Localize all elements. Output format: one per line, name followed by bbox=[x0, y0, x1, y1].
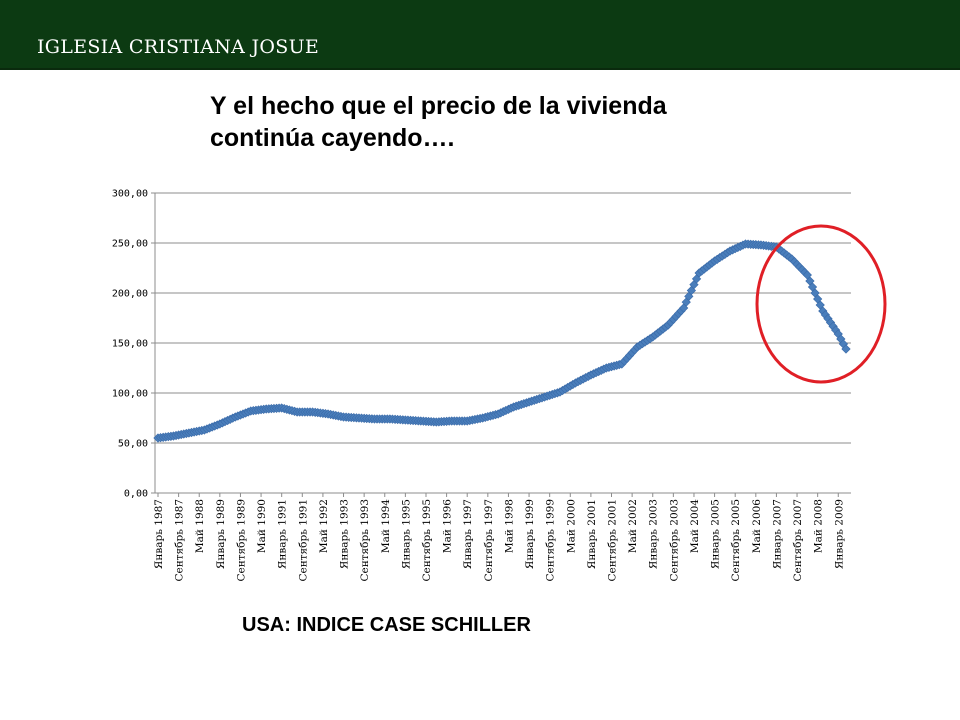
series-markers bbox=[153, 239, 851, 443]
x-tick-label: Январь 1999 bbox=[524, 499, 536, 569]
data-point bbox=[684, 291, 694, 301]
x-tick-label: Январь 1995 bbox=[400, 499, 412, 569]
header-title: IGLESIA CRISTIANA JOSUE bbox=[37, 36, 320, 58]
x-tick-label: Май 1994 bbox=[380, 499, 392, 553]
x-tick-label: Сентябрь 1993 bbox=[359, 499, 371, 582]
data-point bbox=[691, 274, 702, 284]
x-tick-label: Январь 2003 bbox=[648, 499, 660, 569]
slide-heading: Y el hecho que el precio de la vivienda … bbox=[210, 92, 667, 152]
x-tick-label: Сентябрь 1997 bbox=[483, 499, 495, 582]
data-point bbox=[686, 285, 697, 296]
x-tick-label: Сентябрь 1991 bbox=[297, 499, 309, 582]
annotation-layer bbox=[755, 224, 887, 384]
x-tick-label: Январь 2001 bbox=[586, 499, 598, 569]
x-tick-label: Январь 1991 bbox=[277, 499, 289, 569]
y-tick-label: 200,00 bbox=[112, 289, 148, 300]
x-tick-label: Январь 2007 bbox=[771, 499, 783, 569]
highlight-ellipse bbox=[755, 224, 887, 384]
x-tick-label: Сентябрь 2005 bbox=[730, 499, 742, 582]
x-tick-label: Май 2000 bbox=[565, 499, 577, 553]
x-tick-label: Январь 1989 bbox=[215, 499, 227, 569]
x-tick-label: Январь 2009 bbox=[833, 499, 845, 569]
data-point bbox=[679, 303, 689, 313]
x-tick-label: Сентябрь 2001 bbox=[607, 499, 619, 582]
x-tick-labels: Январь 1987 Сентябрь 1987 Май 1988 Январь 1… bbox=[153, 499, 845, 582]
y-tick-labels: 0,00 50,00 100,00 150,00 200,00 250,00 300,00 bbox=[112, 189, 148, 500]
x-tick-label: Сентябрь 2003 bbox=[668, 499, 680, 582]
x-tick-label: Сентябрь 1987 bbox=[174, 499, 186, 582]
y-tick-label: 50,00 bbox=[118, 439, 148, 450]
x-tick-label: Сентябрь 1989 bbox=[235, 499, 247, 582]
data-point bbox=[681, 297, 691, 307]
x-tick-label: Май 1992 bbox=[318, 499, 330, 553]
x-tick-label: Январь 1993 bbox=[339, 499, 351, 569]
x-tick-label: Май 1990 bbox=[256, 499, 268, 553]
y-tick-label: 300,00 bbox=[112, 189, 148, 200]
x-tick-label: Январь 1987 bbox=[153, 499, 165, 569]
y-tick-label: 150,00 bbox=[112, 339, 148, 350]
y-tick-label: 250,00 bbox=[112, 239, 148, 250]
x-tick-label: Май 1996 bbox=[442, 499, 454, 553]
y-tick-label: 0,00 bbox=[124, 489, 148, 500]
x-tick-label: Май 2002 bbox=[627, 499, 639, 553]
x-tick-label: Январь 2005 bbox=[710, 499, 722, 569]
y-tick-label: 100,00 bbox=[112, 389, 148, 400]
x-tick-label: Май 2004 bbox=[689, 499, 701, 553]
header-bar: IGLESIA CRISTIANA JOSUE bbox=[0, 0, 960, 70]
x-tick-label: Сентябрь 2007 bbox=[792, 499, 804, 582]
data-point bbox=[841, 344, 851, 354]
data-point bbox=[689, 280, 699, 290]
x-tick-label: Май 2008 bbox=[813, 499, 825, 553]
x-tick-label: Январь 1997 bbox=[462, 499, 474, 569]
x-tick-label: Май 1998 bbox=[503, 499, 515, 553]
x-tick-label: Май 1988 bbox=[194, 499, 206, 553]
grid-lines bbox=[155, 192, 851, 444]
axes bbox=[151, 192, 851, 497]
x-tick-label: Сентябрь 1995 bbox=[421, 499, 433, 582]
x-tick-label: Май 2006 bbox=[751, 499, 763, 553]
x-tick-label: Сентябрь 1999 bbox=[545, 499, 557, 582]
chart-caption: USA: INDICE CASE SCHILLER bbox=[242, 614, 531, 636]
